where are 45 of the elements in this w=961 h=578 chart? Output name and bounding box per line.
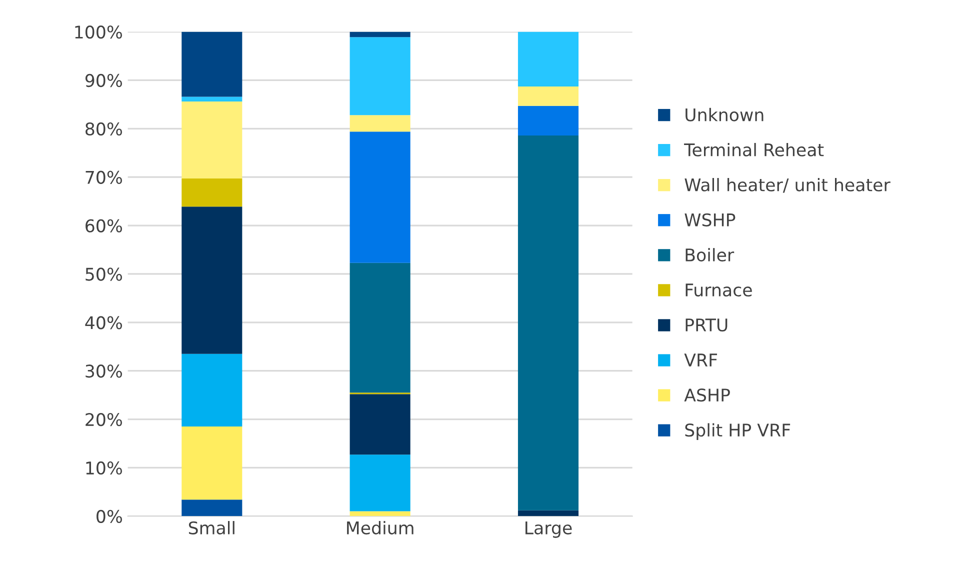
bar <box>350 394 410 455</box>
y-tick-label: 40% <box>85 316 122 330</box>
y-tick-label: 90% <box>85 74 122 88</box>
bar <box>182 426 242 500</box>
bar <box>350 132 410 263</box>
legend-label: Unknown <box>686 108 764 122</box>
bar <box>182 500 242 516</box>
y-tick-label: 70% <box>86 170 122 184</box>
bar <box>518 135 579 510</box>
bar <box>350 37 410 116</box>
bar <box>518 86 579 106</box>
legend-label: PRTU <box>686 318 728 332</box>
bar <box>350 511 410 516</box>
legend-label: Split HP VRF <box>685 423 790 440</box>
y-tick-label: 20% <box>86 412 122 426</box>
legend-label: Furnace <box>686 284 752 297</box>
x-tick-label: Medium <box>347 521 414 534</box>
bar <box>350 115 410 132</box>
y-tick-label: 50% <box>86 268 122 281</box>
y-tick-label: 0% <box>96 510 122 523</box>
y-tick-label: 30% <box>86 364 122 378</box>
bar <box>182 178 242 207</box>
bar <box>350 454 410 512</box>
bar <box>518 510 579 516</box>
bar <box>518 32 579 87</box>
x-tick-label: Small <box>188 521 234 534</box>
bar <box>350 32 410 38</box>
bar <box>518 106 579 136</box>
legend-label: VRF <box>684 354 718 366</box>
bar <box>182 354 242 427</box>
bar <box>182 206 242 354</box>
bar <box>182 102 242 179</box>
x-tick-label: Large <box>526 522 572 538</box>
bar <box>350 262 410 393</box>
legend-label: Wall heater/ unit heater <box>684 178 890 193</box>
bar <box>182 32 242 97</box>
legend-label: ASHP <box>684 388 730 402</box>
y-tick-label: 100% <box>75 26 122 39</box>
legend-label: WSHP <box>684 213 736 226</box>
y-tick-label: 10% <box>86 461 122 475</box>
legend-label: Terminal Reheat <box>684 142 824 156</box>
bar <box>182 96 242 102</box>
y-tick-label: 80% <box>86 122 122 136</box>
legend-label: Boiler <box>686 248 734 262</box>
y-tick-label: 60% <box>86 219 122 232</box>
